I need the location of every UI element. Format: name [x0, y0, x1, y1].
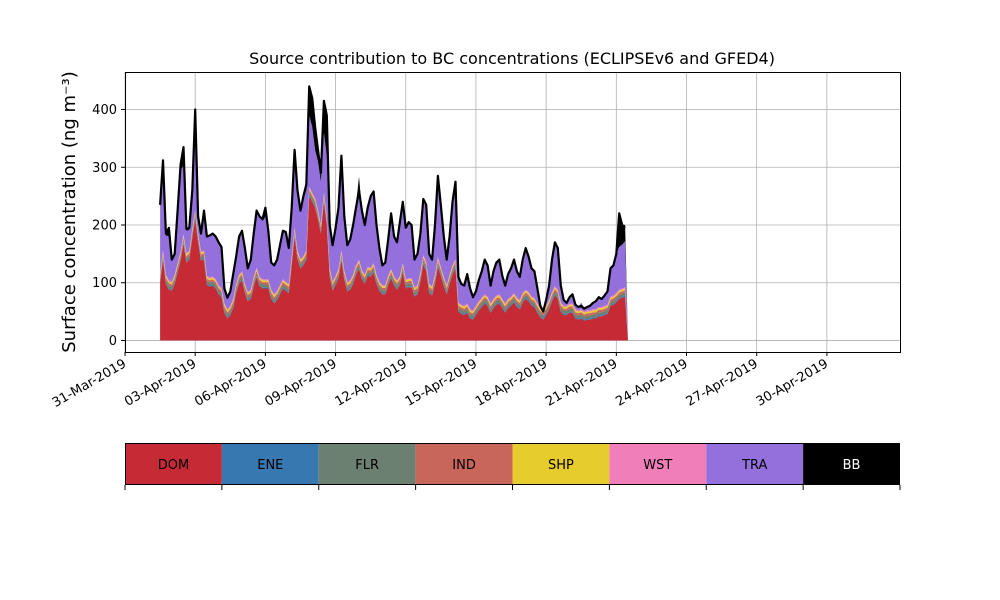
legend-swatch-shp	[512, 443, 610, 485]
x-tick-label: 06-Apr-2019	[192, 356, 269, 409]
area-tra	[160, 115, 880, 341]
legend-label-bb: BB	[843, 458, 861, 473]
legend-swatch-flr	[318, 443, 416, 485]
x-tick-label: 12-Apr-2019	[333, 356, 410, 409]
x-tick-label: 18-Apr-2019	[473, 356, 550, 409]
legend-label-ind: IND	[452, 458, 476, 473]
x-tick-label: 24-Apr-2019	[613, 356, 690, 409]
legend-label-shp: SHP	[548, 458, 574, 473]
legend-label-flr: FLR	[355, 458, 379, 473]
legend-frame	[125, 443, 900, 485]
y-tick-label: 0	[109, 334, 117, 349]
x-axis: 31-Mar-201903-Apr-201906-Apr-201909-Apr-…	[50, 352, 831, 411]
x-tick-label: 15-Apr-2019	[403, 356, 480, 409]
legend: DOM ENE FLR IND SHP WST TRA BB	[124, 443, 901, 490]
y-tick-label: 300	[92, 161, 117, 176]
legend-swatch-wst	[609, 443, 707, 485]
plot-frame	[125, 72, 901, 353]
chart-title: Source contribution to BC concentrations…	[249, 49, 775, 68]
y-tick-label: 100	[92, 276, 117, 291]
x-tick-label: 09-Apr-2019	[262, 356, 339, 409]
x-tick-label: 30-Apr-2019	[754, 356, 831, 409]
x-tick-label: 03-Apr-2019	[122, 356, 199, 409]
x-tick-label: 21-Apr-2019	[543, 356, 620, 409]
y-axis: 0 100 200 300 400	[92, 103, 125, 349]
legend-label-ene: ENE	[257, 458, 283, 473]
x-tick-label: 27-Apr-2019	[684, 356, 761, 409]
legend-label-tra: TRA	[741, 458, 767, 473]
legend-label-dom: DOM	[158, 458, 189, 473]
x-tick-label: 31-Mar-2019	[50, 356, 129, 410]
legend-label-wst: WST	[643, 458, 672, 473]
legend-swatch-dom	[125, 443, 222, 485]
stacked-areas	[159, 85, 880, 341]
legend-swatch-ene	[221, 443, 319, 485]
legend-swatch-bb	[803, 443, 900, 485]
y-tick-label: 200	[92, 218, 117, 233]
total-line	[159, 85, 626, 313]
y-axis-label: Surface concentration (ng m⁻³)	[59, 71, 80, 353]
legend-swatch-ind	[415, 443, 513, 485]
area-dom	[160, 196, 880, 341]
y-tick-label: 400	[92, 103, 117, 118]
legend-swatch-tra	[706, 443, 804, 485]
